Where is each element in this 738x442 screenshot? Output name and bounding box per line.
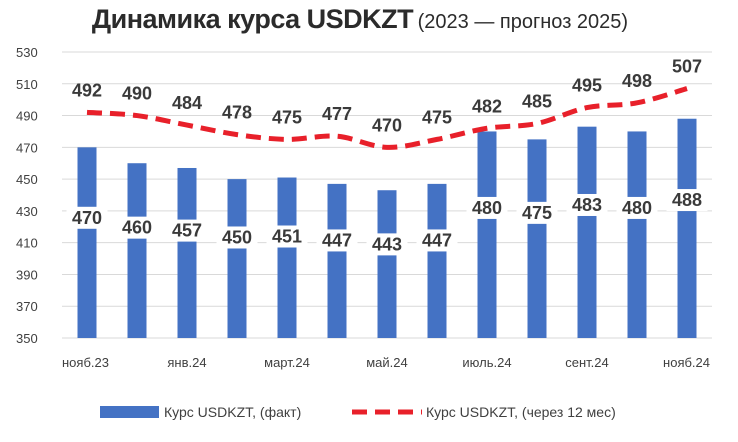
x-tick-label: нояб.24 — [663, 355, 710, 370]
chart-title: Динамика курса USDKZT (2023 — прогноз 20… — [0, 4, 720, 35]
bar-value-label: 447 — [322, 230, 352, 250]
line-value-label: 482 — [472, 96, 502, 116]
forecast-line — [86, 86, 688, 150]
bar-label-bg — [166, 219, 208, 242]
bar-label-bg — [516, 201, 558, 224]
bar-label-bg — [216, 226, 258, 249]
y-tick-label: 450 — [16, 172, 38, 187]
bar-value-label: 483 — [572, 195, 602, 215]
line-value-label: 475 — [272, 107, 302, 127]
line-value-label: 485 — [522, 92, 552, 112]
bar — [327, 183, 347, 338]
bar-label-bg — [416, 229, 458, 252]
bar-label-bg — [316, 229, 358, 252]
y-tick-label: 350 — [16, 331, 38, 346]
bar — [127, 163, 147, 338]
x-tick-label: сент.24 — [565, 355, 609, 370]
x-tick-label: июль.24 — [462, 355, 511, 370]
bar-label-bg — [116, 216, 158, 239]
x-tick-label: нояб.23 — [62, 355, 109, 370]
y-tick-label: 510 — [16, 77, 38, 92]
y-tick-label: 470 — [16, 140, 38, 155]
bar — [527, 139, 547, 338]
bar-series: 470 460 457 450 451 447 443 447 480 475 483 480 488 — [66, 118, 708, 338]
legend-bar-label: Курс USDKZT, (факт) — [164, 404, 301, 420]
bar — [627, 131, 647, 338]
bar — [427, 183, 447, 338]
bar — [227, 179, 247, 338]
bar-value-label: 451 — [272, 227, 302, 247]
y-tick-label: 390 — [16, 267, 38, 282]
bar — [577, 126, 597, 338]
bar-label-bg — [666, 189, 708, 212]
y-tick-label: 430 — [16, 204, 38, 219]
line-series: 492 490 484 478 475 477 470 475 482 485 495 498 507 — [72, 57, 702, 150]
bar-value-label: 480 — [472, 198, 502, 218]
line-value-label: 492 — [72, 80, 102, 100]
x-tick-label: май.24 — [366, 355, 408, 370]
x-tick-label: янв.24 — [167, 355, 206, 370]
line-value-label: 498 — [622, 71, 652, 91]
bar-label-bg — [566, 193, 608, 216]
bar-value-label: 488 — [672, 190, 702, 210]
bar-label-bg — [366, 233, 408, 256]
chart-title-sub: (2023 — прогноз 2025) — [417, 11, 629, 33]
bar-label-bg — [616, 196, 658, 219]
y-axis: 350 370 390 410 430 450 470 490 510 530 — [16, 45, 38, 346]
line-value-label: 490 — [122, 84, 152, 104]
bar-value-label: 443 — [372, 234, 402, 254]
line-value-label: 477 — [322, 104, 352, 124]
line-value-label: 470 — [372, 115, 402, 135]
bar — [177, 167, 197, 338]
bar — [377, 190, 397, 338]
bar-value-label: 470 — [72, 208, 102, 228]
bar — [77, 147, 97, 338]
bar-value-label: 447 — [422, 230, 452, 250]
y-tick-label: 410 — [16, 236, 38, 251]
bar — [277, 177, 297, 338]
bar-value-label: 460 — [122, 218, 152, 238]
bar-label-bg — [66, 206, 108, 229]
line-value-label: 475 — [422, 107, 452, 127]
bar-value-label: 457 — [172, 221, 202, 241]
legend: Курс USDKZT, (факт) Курс USDKZT, (через 1… — [100, 404, 616, 420]
legend-line-label: Курс USDKZT, (через 12 мес) — [426, 404, 616, 420]
bar — [677, 118, 697, 338]
bar-value-label: 475 — [522, 203, 552, 223]
bar-label-bg — [466, 196, 508, 219]
line-value-label: 495 — [572, 76, 602, 96]
x-axis: нояб.23 янв.24 март.24 май.24 июль.24 сент.24… — [62, 355, 710, 370]
y-tick-label: 490 — [16, 109, 38, 124]
x-tick-label: март.24 — [264, 355, 310, 370]
legend-bar-swatch — [100, 406, 159, 418]
line-value-label: 507 — [672, 57, 702, 77]
y-tick-label: 370 — [16, 299, 38, 314]
bar-value-label: 480 — [622, 198, 652, 218]
bar-label-bg — [266, 225, 308, 248]
chart-title-main: Динамика курса USDKZT — [91, 4, 414, 34]
line-value-label: 478 — [222, 103, 252, 123]
bar-value-label: 450 — [222, 227, 252, 247]
y-tick-label: 530 — [16, 45, 38, 60]
bar — [477, 131, 497, 338]
line-value-label: 484 — [172, 93, 202, 113]
